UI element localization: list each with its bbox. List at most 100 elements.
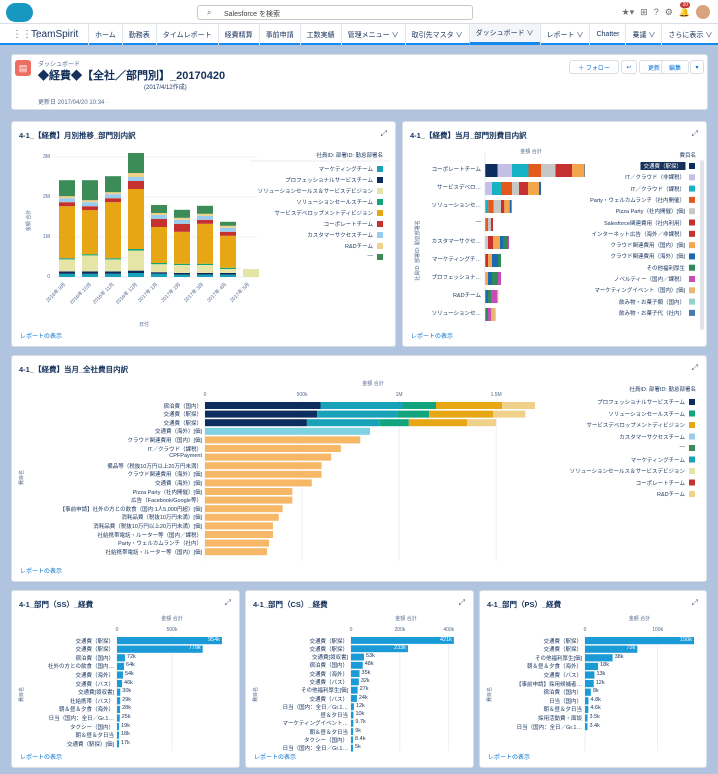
nav-tab[interactable]: ダッシュボード ∨ (468, 24, 540, 45)
view-report-link[interactable]: レポートの表示 (411, 334, 454, 340)
bar (351, 645, 408, 653)
expand-icon[interactable]: ⤢ (380, 129, 387, 138)
data-label: 954k (208, 636, 220, 643)
bar-segment (492, 272, 498, 285)
setup-gear-icon[interactable]: ⚙ (664, 6, 673, 17)
nav-tab[interactable]: レポート ∨ (539, 24, 590, 45)
legend-swatch (689, 219, 695, 226)
x-axis-label: 金額 合計 (362, 381, 384, 387)
bar-segment (488, 218, 491, 231)
add-icon[interactable]: ⊞ (640, 6, 648, 17)
user-avatar[interactable] (696, 5, 710, 19)
chart-card-ps-expense: 4-1_部門（PS）_経費 ⤢ レポートの表示 金額 合計 費目名 0 100k 交通費… (479, 590, 707, 768)
view-report-link[interactable]: レポートの表示 (20, 755, 63, 761)
nav-tab[interactable]: 取引先マスタ ∨ (404, 24, 469, 45)
nav-tab[interactable]: 管理メニュー ∨ (340, 24, 405, 45)
data-label: 72k (126, 653, 136, 660)
bar-segment (493, 410, 526, 418)
expand-icon[interactable]: ⤢ (458, 598, 465, 607)
bar-segment (220, 221, 236, 226)
bar-segment (59, 258, 75, 260)
nav-tab[interactable]: 経費精算 (217, 24, 259, 45)
y-axis-label: 費目名 (487, 686, 494, 703)
notifications-bell-icon[interactable]: 🔔 (678, 6, 690, 17)
bar-segment (519, 182, 528, 195)
bar (117, 645, 203, 653)
category-label: 朝＆昼＆夕食（海外） (58, 707, 114, 714)
legend-swatch (689, 399, 695, 405)
nav-tab[interactable]: タイムレポート (155, 24, 218, 45)
view-report-link[interactable]: レポートの表示 (488, 755, 531, 761)
category-label: 交通費（駅探） (309, 646, 348, 653)
legend-item-label: 飲み物・お菓子類（国内） (618, 299, 685, 306)
bar-segment (151, 227, 167, 263)
bar-segment (488, 236, 493, 249)
bar-segment (436, 402, 502, 409)
bar-segment (541, 164, 556, 177)
data-label: 3.4k (589, 722, 600, 729)
help-icon[interactable]: ? (653, 7, 659, 17)
legend-swatch (689, 230, 695, 237)
legend-title: 社員ID: 部署ID: 勤怠部署名 (316, 153, 383, 159)
view-report-link[interactable]: レポートの表示 (20, 334, 63, 340)
bar-segment (320, 402, 403, 409)
category-label: 交通費（駅探） (75, 638, 114, 645)
legend-item-label: ソリューションセールス＆サービスデビジョン (257, 189, 373, 195)
bar (117, 637, 222, 645)
dashboard-header: ▤ ダッシュボード ◆経費◆【全社／部門別】_20170420 (2017/4/… (11, 54, 708, 110)
data-label: 17k (121, 739, 130, 746)
bar-segment (174, 231, 190, 264)
legend-swatch (377, 166, 383, 172)
expand-icon[interactable]: ⤢ (224, 598, 231, 607)
expand-icon[interactable]: ⤢ (691, 363, 698, 372)
nav-tab[interactable]: さらに表示 ∨ (661, 24, 718, 45)
nav-tab[interactable]: ホーム (88, 24, 122, 45)
nav-tab[interactable]: Chatter (589, 24, 625, 45)
bar-segment (82, 206, 98, 211)
x-tick-label: 0 (115, 627, 119, 633)
bar-segment (491, 290, 498, 303)
bar (585, 688, 591, 696)
category-label: 朝＆昼＆夕食（海外） (526, 664, 582, 671)
nav-tab[interactable]: 勤務表 (121, 24, 156, 45)
bar-segment (174, 217, 190, 220)
data-label: 9.7k (355, 719, 366, 726)
nav-tab[interactable]: 工数実績 (299, 24, 341, 45)
data-label: 29k (122, 696, 132, 703)
chart-title: 4-1_【経費】当月_部門別費目内訳 (410, 131, 527, 140)
bar-segment (128, 173, 144, 177)
bar-segment (197, 215, 213, 220)
horizontal-stacked-bar-chart (484, 152, 704, 330)
chart-title: 4-1_【経費】月別推移_部門別内訳 (19, 131, 136, 140)
category-label: 日当（国内：全日／Gr.1… (282, 746, 348, 753)
view-report-link[interactable]: レポートの表示 (254, 755, 297, 761)
x-axis-label: 金額 合計 (161, 616, 183, 622)
expand-icon[interactable]: ⤢ (691, 129, 698, 138)
x-tick-label: 400k (443, 627, 455, 633)
salesforce-logo[interactable] (6, 3, 33, 22)
expand-icon[interactable]: ⤢ (691, 598, 698, 607)
bar-segment (397, 410, 430, 418)
actions-dropdown-button[interactable]: ▾ (690, 60, 704, 74)
global-search-input[interactable]: ⌕ Salesforce を検索 (197, 5, 473, 20)
edit-button[interactable]: 編集 (661, 60, 689, 74)
view-report-link[interactable]: レポートの表示 (20, 569, 63, 575)
bar-segment (485, 200, 489, 213)
category-label: 社給携帯（バス） (69, 698, 114, 705)
bar-segment (488, 290, 492, 303)
app-launcher-icon[interactable]: ⋮⋮⋮ (12, 29, 42, 40)
category-label: タクシー（国内） (69, 724, 114, 731)
category-label: 交通費（海外） (75, 672, 114, 679)
legend-item-label: ソリューションセールスチーム (608, 411, 685, 418)
legend-swatch (689, 163, 695, 169)
follow-button[interactable]: ＋ フォロー (569, 60, 619, 74)
data-label: 12k (355, 702, 365, 709)
nav-tab[interactable]: 事前申請 (258, 24, 300, 45)
category-label: 交通費（バス） (543, 672, 582, 679)
nav-tab[interactable]: 乗議 ∨ (625, 24, 661, 45)
bar (351, 678, 359, 686)
favorites-icon[interactable]: ★▾ (621, 6, 635, 17)
more-follow-button[interactable]: ↩ (621, 60, 637, 74)
bar-segment (128, 189, 144, 249)
category-label: 【事前申請】採用候補者… (515, 681, 582, 688)
